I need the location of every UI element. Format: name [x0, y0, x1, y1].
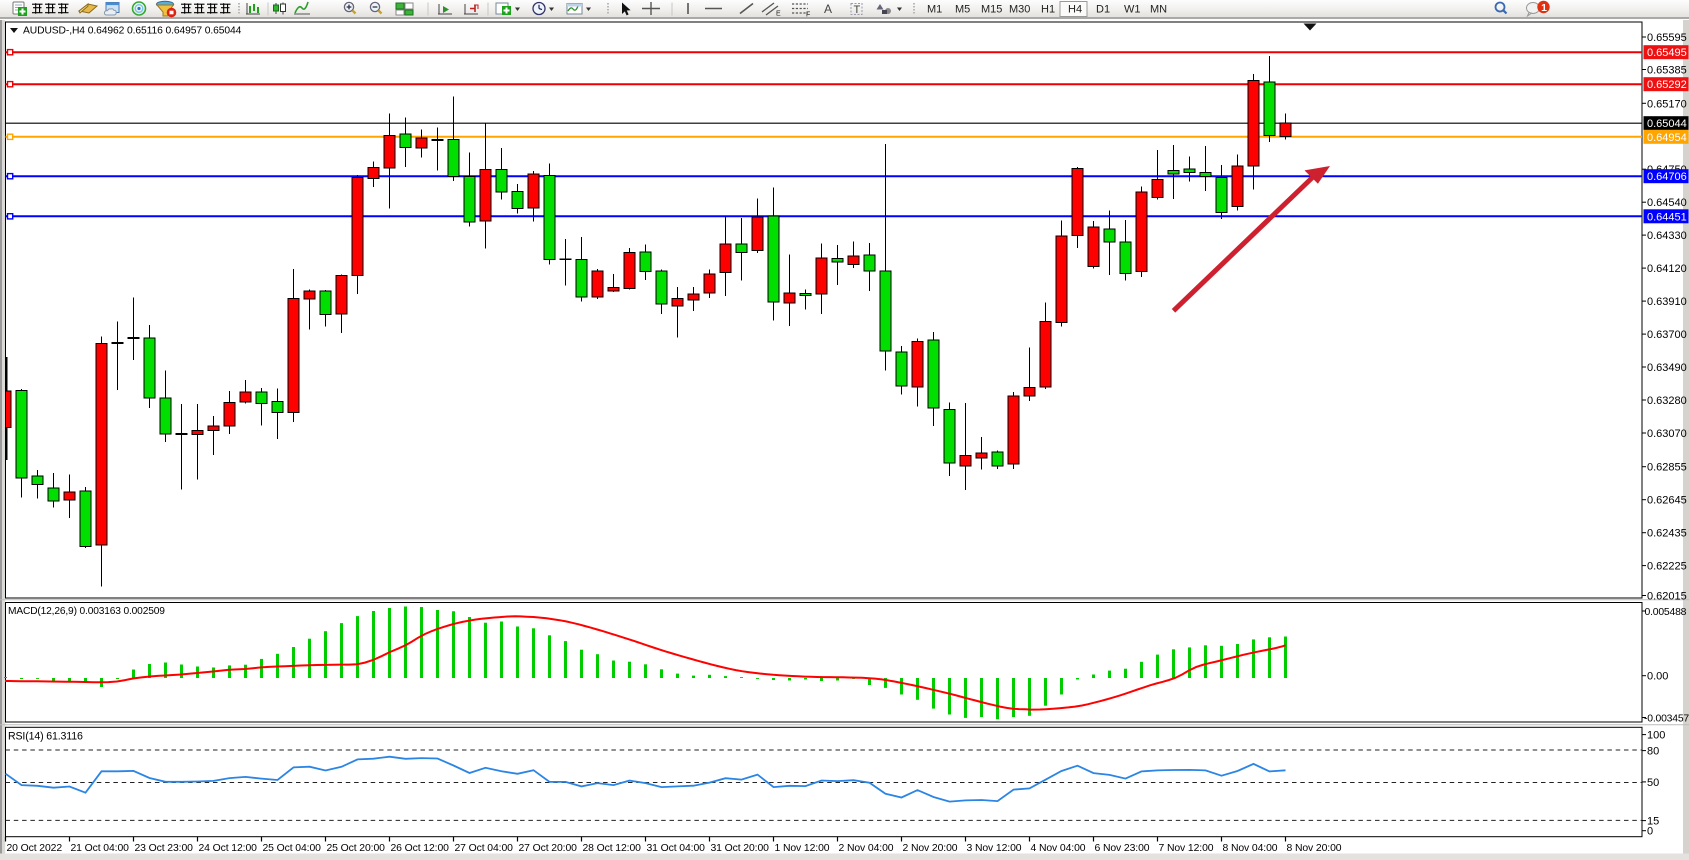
svg-text:A: A: [824, 2, 832, 16]
svg-text:25 Oct 20:00: 25 Oct 20:00: [327, 843, 386, 854]
svg-text:0.62225: 0.62225: [1647, 561, 1687, 573]
svg-text:0.65385: 0.65385: [1647, 65, 1687, 77]
svg-text:1: 1: [1541, 2, 1547, 14]
svg-text:MN: MN: [1150, 4, 1167, 16]
svg-text:0.65495: 0.65495: [1647, 47, 1687, 59]
svg-text:MACD(12,26,9) 0.003163 0.00250: MACD(12,26,9) 0.003163 0.002509: [8, 606, 165, 617]
svg-text:100: 100: [1647, 730, 1665, 742]
svg-text:0.62015: 0.62015: [1647, 591, 1687, 603]
svg-text:0.00: 0.00: [1647, 671, 1668, 683]
svg-text:0.64706: 0.64706: [1647, 171, 1687, 183]
svg-text:27 Oct 04:00: 27 Oct 04:00: [455, 843, 514, 854]
svg-text:27 Oct 20:00: 27 Oct 20:00: [519, 843, 578, 854]
svg-text:0.64330: 0.64330: [1647, 230, 1687, 242]
svg-text:6 Nov 23:00: 6 Nov 23:00: [1095, 843, 1150, 854]
svg-text:M1: M1: [927, 4, 942, 16]
svg-text:M5: M5: [955, 4, 970, 16]
svg-text:15: 15: [1647, 816, 1659, 828]
svg-text:RSI(14) 61.3116: RSI(14) 61.3116: [8, 731, 83, 743]
svg-text:0.63910: 0.63910: [1647, 296, 1687, 308]
svg-text:0.63070: 0.63070: [1647, 428, 1687, 440]
svg-text:M30: M30: [1009, 4, 1030, 16]
svg-text:0.65044: 0.65044: [1647, 118, 1687, 130]
svg-text:0.64954: 0.64954: [1647, 132, 1687, 144]
svg-text:0.64120: 0.64120: [1647, 263, 1687, 275]
svg-text:31 Oct 04:00: 31 Oct 04:00: [647, 843, 706, 854]
svg-text:80: 80: [1647, 746, 1659, 758]
svg-text:0.62645: 0.62645: [1647, 495, 1687, 507]
svg-text:2 Nov 20:00: 2 Nov 20:00: [903, 843, 958, 854]
svg-text:0.005488: 0.005488: [1645, 607, 1687, 618]
svg-text:24 Oct 12:00: 24 Oct 12:00: [199, 843, 258, 854]
svg-text:8 Nov 20:00: 8 Nov 20:00: [1287, 843, 1342, 854]
svg-text:0.62855: 0.62855: [1647, 462, 1687, 474]
svg-text:0.64451: 0.64451: [1647, 211, 1687, 223]
svg-text:W1: W1: [1124, 4, 1141, 16]
svg-text:25 Oct 04:00: 25 Oct 04:00: [263, 843, 322, 854]
svg-text:F: F: [806, 12, 810, 19]
svg-text:-0.003457: -0.003457: [1644, 714, 1689, 725]
svg-text:D1: D1: [1096, 4, 1110, 16]
svg-text:7 Nov 12:00: 7 Nov 12:00: [1159, 843, 1214, 854]
svg-text:3 Nov 12:00: 3 Nov 12:00: [967, 843, 1022, 854]
svg-text:0.62435: 0.62435: [1647, 528, 1687, 540]
svg-text:0.63280: 0.63280: [1647, 395, 1687, 407]
svg-text:8 Nov 04:00: 8 Nov 04:00: [1223, 843, 1278, 854]
svg-text:0.65292: 0.65292: [1647, 79, 1687, 91]
svg-text:0.65170: 0.65170: [1647, 98, 1687, 110]
svg-text:23 Oct 23:00: 23 Oct 23:00: [135, 843, 194, 854]
svg-text:20 Oct 2022: 20 Oct 2022: [7, 843, 63, 854]
svg-text:0.63700: 0.63700: [1647, 329, 1687, 341]
svg-text:26 Oct 12:00: 26 Oct 12:00: [391, 843, 450, 854]
svg-text:E: E: [776, 11, 781, 18]
svg-text:T: T: [854, 4, 861, 16]
svg-text:21 Oct 04:00: 21 Oct 04:00: [71, 843, 130, 854]
svg-text:0.65595: 0.65595: [1647, 32, 1687, 44]
svg-text:0: 0: [1647, 826, 1653, 838]
svg-text:28 Oct 12:00: 28 Oct 12:00: [583, 843, 642, 854]
svg-text:H4: H4: [1068, 4, 1082, 16]
svg-text:0.63490: 0.63490: [1647, 362, 1687, 374]
svg-text:0.64540: 0.64540: [1647, 197, 1687, 209]
svg-text:2 Nov 04:00: 2 Nov 04:00: [839, 843, 894, 854]
svg-text:AUDUSD-,H4 0.64962 0.65116 0.: AUDUSD-,H4 0.64962 0.65116 0.64957 0.650…: [23, 26, 242, 37]
svg-text:1 Nov 12:00: 1 Nov 12:00: [775, 843, 830, 854]
svg-text:31 Oct 20:00: 31 Oct 20:00: [711, 843, 770, 854]
svg-text:H1: H1: [1041, 4, 1055, 16]
svg-text:4 Nov 04:00: 4 Nov 04:00: [1031, 843, 1086, 854]
svg-text:M15: M15: [981, 4, 1002, 16]
svg-text:50: 50: [1647, 777, 1659, 789]
